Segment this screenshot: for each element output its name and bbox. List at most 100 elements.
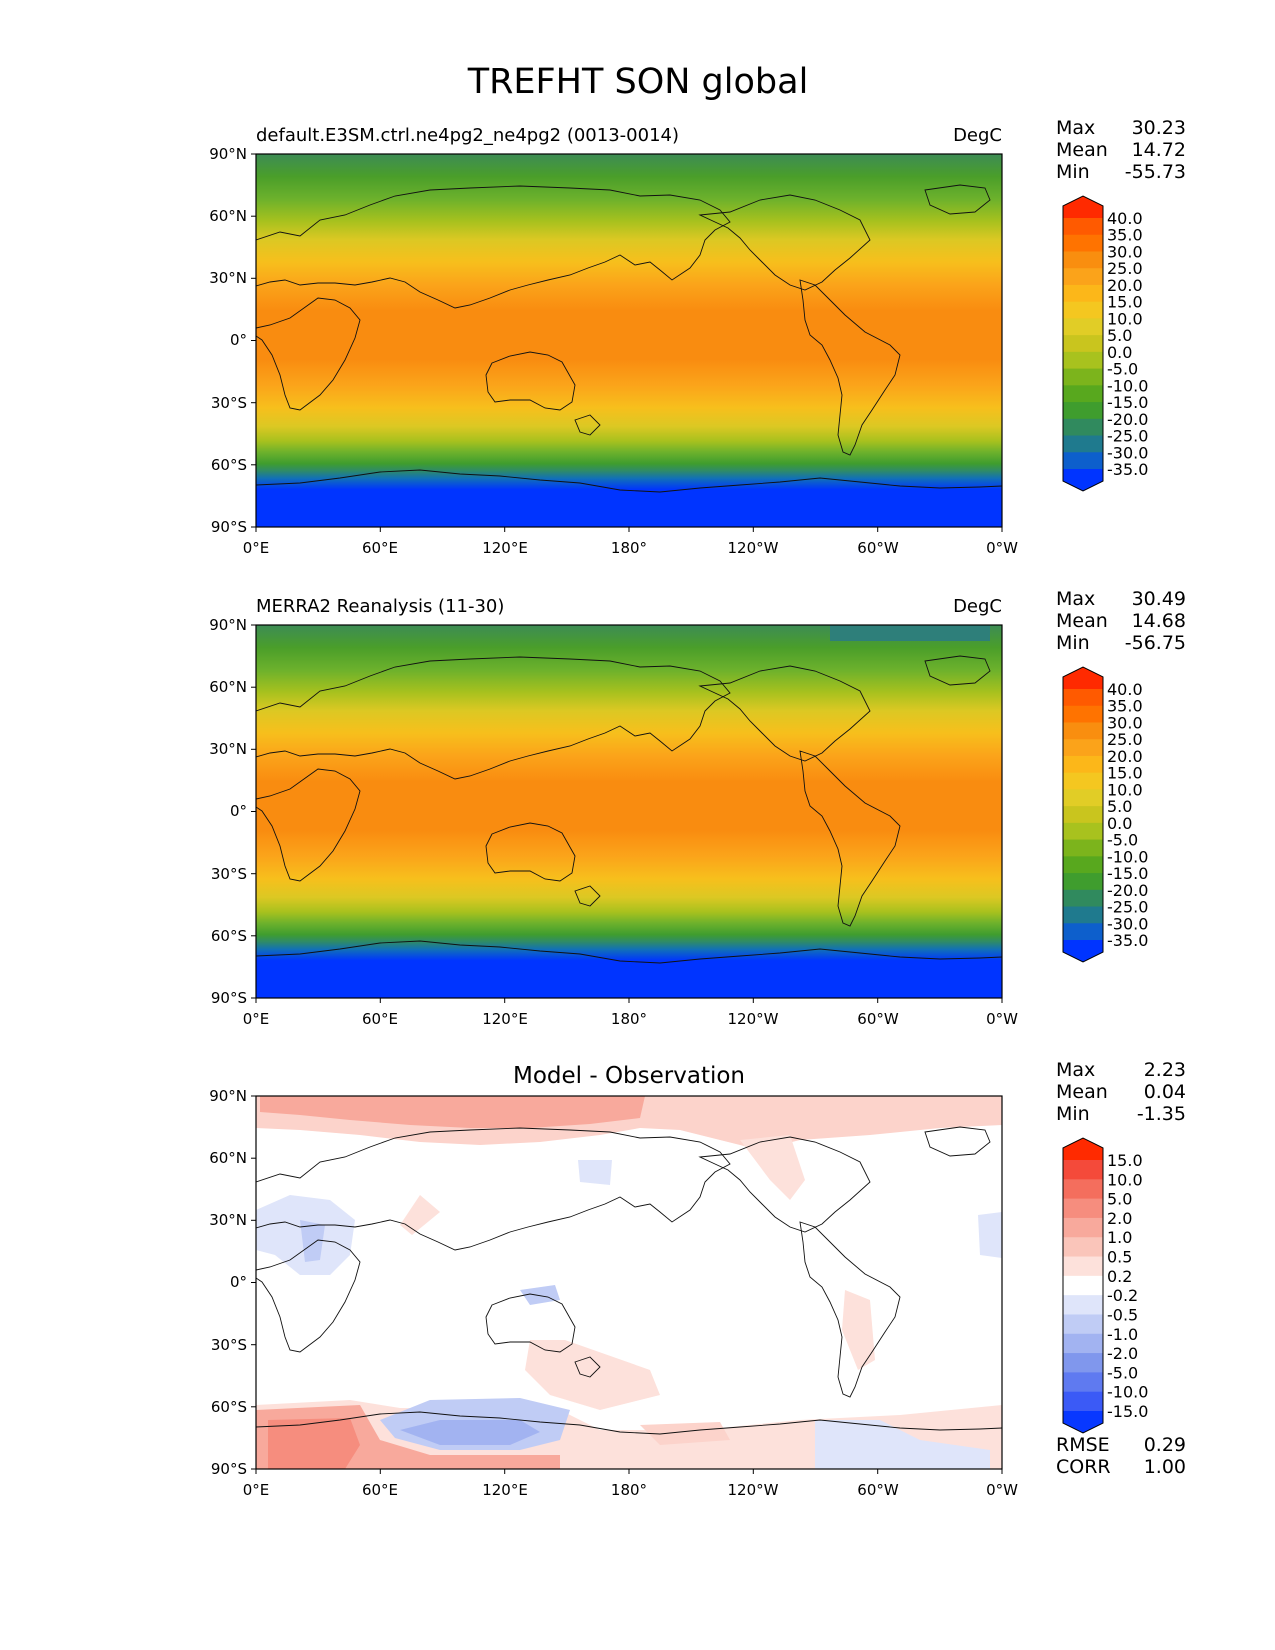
metrics-block: RMSE 0.29 CORR 1.00 [1056,1434,1186,1478]
lon-tick: 60°W [857,539,899,557]
colorbar-segment [1063,1198,1103,1219]
colorbar-tick-label: -5.0 [1107,360,1138,379]
colorbar-segment [1063,789,1103,807]
colorbar-tick-label: 10.0 [1107,309,1143,328]
colorbar-tick-label: -30.0 [1107,443,1148,462]
lat-tick: 90°N [209,616,247,634]
stat-value: 14.72 [1131,139,1186,161]
lat-tick: 30°N [209,1211,247,1229]
colorbar-segment [1063,1237,1103,1258]
lat-axis-test: 90°N 60°N 30°N 0° 30°S 60°S 90°S [209,145,256,536]
colorbar-tick-label: 10.0 [1107,1170,1143,1189]
colorbar-segment [1063,251,1103,269]
panel-test-title: default.E3SM.ctrl.ne4pg2_ne4pg2 (0013-00… [256,125,679,146]
colorbar-tick-label: -25.0 [1107,898,1148,917]
colorbar-difference: 15.010.05.02.01.00.50.2-0.2-0.5-1.0-2.0-… [1062,1137,1148,1434]
lat-axis-reference: 90°N 60°N 30°N 0° 30°S 60°S 90°S [209,616,256,1007]
map-reference [256,625,1002,998]
colorbar-segment [1063,351,1103,370]
colorbar-tick-label: -5.0 [1107,1363,1138,1382]
colorbar-tick-label: -35.0 [1107,931,1148,950]
lon-tick: 0°E [243,1481,270,1499]
colorbar-segment [1063,218,1103,236]
colorbar-segment [1063,923,1103,941]
colorbar-tick-label: -5.0 [1107,831,1138,850]
colorbar-tick-label: -20.0 [1107,410,1148,429]
colorbar-test: 40.035.030.025.020.015.010.05.00.0-5.0-1… [1062,195,1148,492]
lon-tick: 60°E [362,539,398,557]
lat-tick: 60°N [209,1149,247,1167]
lat-axis-difference: 90°N 60°N 30°N 0° 30°S 60°S 90°S [209,1087,256,1478]
colorbar-tick-label: 0.0 [1107,343,1132,362]
colorbar-tick-label: 10.0 [1107,780,1143,799]
lat-tick: 30°N [209,740,247,758]
stat-label: Mean [1056,610,1108,632]
colorbar-segment [1063,368,1103,386]
panel-difference-title: Model - Observation [513,1063,745,1089]
colorbar-tick-label: 20.0 [1107,747,1143,766]
stats-difference: Max 2.23 Mean 0.04 Min -1.35 [1056,1059,1186,1125]
lon-tick: 0°W [986,1010,1018,1028]
lon-tick: 120°E [482,1481,528,1499]
colorbar-tick-label: 5.0 [1107,1190,1132,1209]
colorbar-segment [1063,906,1103,924]
colorbar-segment [1063,1391,1103,1412]
colorbar-segment [1063,839,1103,857]
colorbar-segment [1063,1179,1103,1200]
stat-label: Mean [1056,139,1108,161]
stat-label: Min [1056,1103,1090,1125]
colorbar-segment [1063,284,1103,303]
colorbar-segment [1063,739,1103,757]
lon-tick: 0°W [986,539,1018,557]
lon-tick: 120°E [482,539,528,557]
lat-tick: 60°S [211,456,247,474]
panel-reference-title: MERRA2 Reanalysis (11-30) [256,596,504,617]
lat-tick: 0° [230,802,247,820]
lon-tick: 0°E [243,539,270,557]
stat-label: Min [1056,632,1090,654]
colorbar-tick-label: -0.5 [1107,1305,1138,1324]
lon-tick: 60°W [857,1010,899,1028]
colorbar-tick-label: 15.0 [1107,764,1143,783]
lat-tick: 60°S [211,1398,247,1416]
stats-reference: Max 30.49 Mean 14.68 Min -56.75 [1056,588,1186,654]
colorbar-tick-label: -2.0 [1107,1344,1138,1363]
colorbar-extend-min [1063,1411,1103,1433]
lon-tick: 120°W [728,1010,779,1028]
lon-tick: 0°W [986,1481,1018,1499]
colorbar-tick-label: 30.0 [1107,713,1143,732]
colorbar-tick-label: 5.0 [1107,326,1132,345]
colorbar-segment [1063,418,1103,437]
stat-label: Max [1056,1059,1096,1081]
colorbar-segment [1063,822,1103,841]
colorbar-extend-min [1063,469,1103,491]
lat-tick: 60°N [209,207,247,225]
colorbar-segment [1063,301,1103,319]
lat-tick: 60°N [209,678,247,696]
colorbar-segment [1063,1275,1103,1296]
stat-label: Max [1056,588,1096,610]
colorbar-segment [1063,705,1103,723]
colorbar-segment [1063,1217,1103,1238]
stat-value: -1.35 [1136,1103,1186,1125]
colorbar-tick-label: -25.0 [1107,427,1148,446]
stat-value: 0.04 [1143,1081,1186,1103]
colorbar-tick-label: 40.0 [1107,209,1143,228]
lat-tick: 30°S [211,394,247,412]
lon-tick: 120°E [482,1010,528,1028]
colorbar-extend-min [1063,940,1103,962]
lat-tick: 90°S [211,989,247,1007]
colorbar-segment [1063,755,1103,774]
lat-tick: 0° [230,1273,247,1291]
lon-axis-test: 0°E 60°E 120°E 180° 120°W 60°W 0°W [243,527,1018,557]
stat-label: Min [1056,161,1090,183]
lat-tick: 30°S [211,865,247,883]
colorbar-segment [1063,1353,1103,1373]
colorbar-segment [1063,1372,1103,1393]
figure-title: TREFHT SON global [467,62,809,102]
colorbar-segment [1063,873,1103,891]
colorbar-extend-max [1063,667,1103,689]
corr-label: CORR [1056,1456,1111,1478]
colorbar-segment [1063,722,1103,740]
panel-test-units: DegC [953,125,1002,146]
